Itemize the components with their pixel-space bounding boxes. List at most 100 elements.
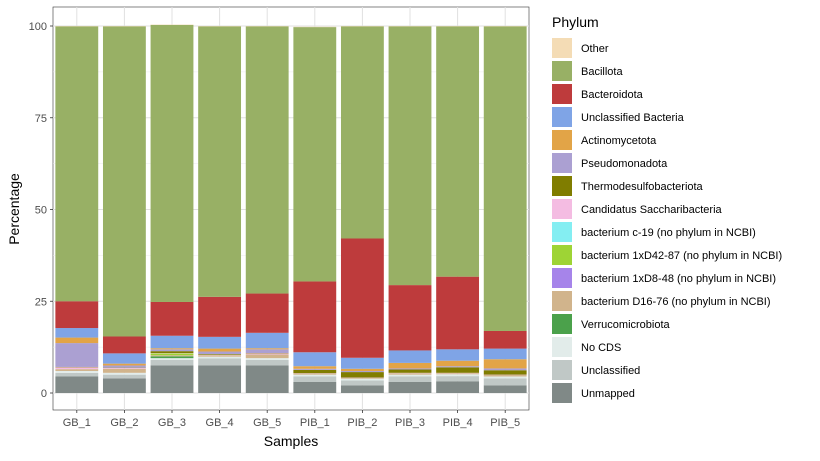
legend-item: Bacteroidota: [552, 84, 644, 104]
bar-segment: [103, 368, 146, 369]
x-tick-label: GB_4: [206, 417, 234, 429]
bar-segment: [484, 376, 527, 378]
legend: Phylum Other Bacillota Bacteroidota Unclass…: [552, 14, 782, 403]
bar-segment: [293, 376, 336, 382]
bar-segment: [436, 366, 479, 367]
legend-label: bacterium c-19 (no phylum in NCBI): [581, 227, 756, 239]
bar-segment: [246, 348, 289, 349]
x-tick-label: GB_5: [253, 417, 281, 429]
y-tick-label: 0: [41, 388, 47, 400]
bar-segment: [436, 376, 479, 381]
bar-segment: [293, 352, 336, 366]
bar-segment: [484, 349, 527, 360]
bar-segment: [436, 367, 479, 373]
y-tick-label: 75: [35, 113, 47, 125]
legend-item: bacterium D16-76 (no phylum in NCBI): [552, 291, 771, 311]
bar-segment: [151, 358, 194, 360]
bar-segment: [151, 349, 194, 351]
bar-segment: [246, 353, 289, 354]
legend-key: [552, 314, 572, 334]
legend-label: bacterium 1xD8-48 (no phylum in NCBI): [581, 273, 776, 285]
bar-segment: [198, 354, 241, 355]
bar-segment: [389, 285, 432, 350]
bar-segment: [151, 356, 194, 358]
legend-key: [552, 38, 572, 58]
x-tick-label: PIB_4: [443, 417, 473, 429]
bar-segment: [293, 370, 336, 373]
bar-segment: [103, 373, 146, 375]
bar-segment: [389, 375, 432, 377]
x-tick-label: GB_3: [158, 417, 186, 429]
bar-segment: [151, 336, 194, 348]
bar-segment: [341, 378, 384, 379]
bar-segment: [484, 368, 527, 370]
bar-segment: [55, 367, 98, 369]
legend-label: bacterium 1xD42-87 (no phylum in NCBI): [581, 250, 782, 262]
bar-segment: [246, 349, 289, 353]
bar-segment: [484, 385, 527, 393]
legend-label: Thermodesulfobacteriota: [581, 181, 704, 193]
legend-item: bacterium 1xD42-87 (no phylum in NCBI): [552, 245, 782, 265]
y-tick-label: 100: [29, 21, 47, 33]
legend-title: Phylum: [552, 14, 599, 30]
bar-segment: [389, 350, 432, 362]
bar-segment: [151, 353, 194, 355]
bar-segment: [103, 378, 146, 393]
bar-segment: [151, 302, 194, 336]
bar-segment: [103, 353, 146, 363]
bar-segment: [103, 375, 146, 379]
legend-key: [552, 130, 572, 150]
legend-label: Bacillota: [581, 66, 623, 78]
bar-segment: [293, 27, 336, 281]
bar-segment: [341, 369, 384, 371]
bar-segment: [246, 333, 289, 348]
x-tick-label: PIB_2: [347, 417, 377, 429]
legend-item: Unclassified Bacteria: [552, 107, 685, 127]
legend-label: Other: [581, 43, 609, 55]
bar-segment: [198, 297, 241, 337]
x-axis-title: Samples: [264, 433, 318, 449]
legend-label: Pseudomonadota: [581, 158, 668, 170]
bar-segment: [436, 26, 479, 276]
bar-segment: [198, 359, 241, 366]
legend-key: [552, 153, 572, 173]
bar-segment: [246, 365, 289, 393]
legend-item: Candidatus Saccharibacteria: [552, 199, 723, 219]
bar-segment: [55, 328, 98, 338]
legend-label: No CDS: [581, 342, 621, 354]
legend-key: [552, 268, 572, 288]
bar-segment: [436, 381, 479, 393]
bar-segment: [293, 374, 336, 375]
bar-segment: [246, 360, 289, 366]
bar-segment: [55, 371, 98, 373]
bar-segment: [341, 358, 384, 369]
legend-key: [552, 61, 572, 81]
bar-segment: [198, 352, 241, 355]
bar-segment: [151, 360, 194, 366]
legend-item: bacterium 1xD8-48 (no phylum in NCBI): [552, 268, 776, 288]
bar-segment: [436, 361, 479, 367]
legend-label: Candidatus Saccharibacteria: [581, 204, 723, 216]
bar-segment: [198, 357, 241, 359]
x-tick-label: PIB_1: [300, 417, 330, 429]
bar-segment: [103, 336, 146, 353]
bar-segment: [389, 368, 432, 369]
legend-label: Unclassified: [581, 365, 640, 377]
legend-item: Other: [552, 38, 609, 58]
bar-segment: [103, 365, 146, 367]
legend-item: Unclassified: [552, 360, 640, 380]
bar-segment: [151, 348, 194, 349]
legend-item: Thermodesulfobacteriota: [552, 176, 704, 196]
bar-segment: [484, 331, 527, 349]
legend-item: Verrucomicrobiota: [552, 314, 671, 334]
legend-key: [552, 222, 572, 242]
legend-key: [552, 245, 572, 265]
y-tick-label: 25: [35, 296, 47, 308]
bar-segment: [389, 370, 432, 373]
bar-segment: [436, 349, 479, 360]
y-axis-title: Percentage: [6, 173, 22, 245]
bar-segment: [293, 281, 336, 352]
